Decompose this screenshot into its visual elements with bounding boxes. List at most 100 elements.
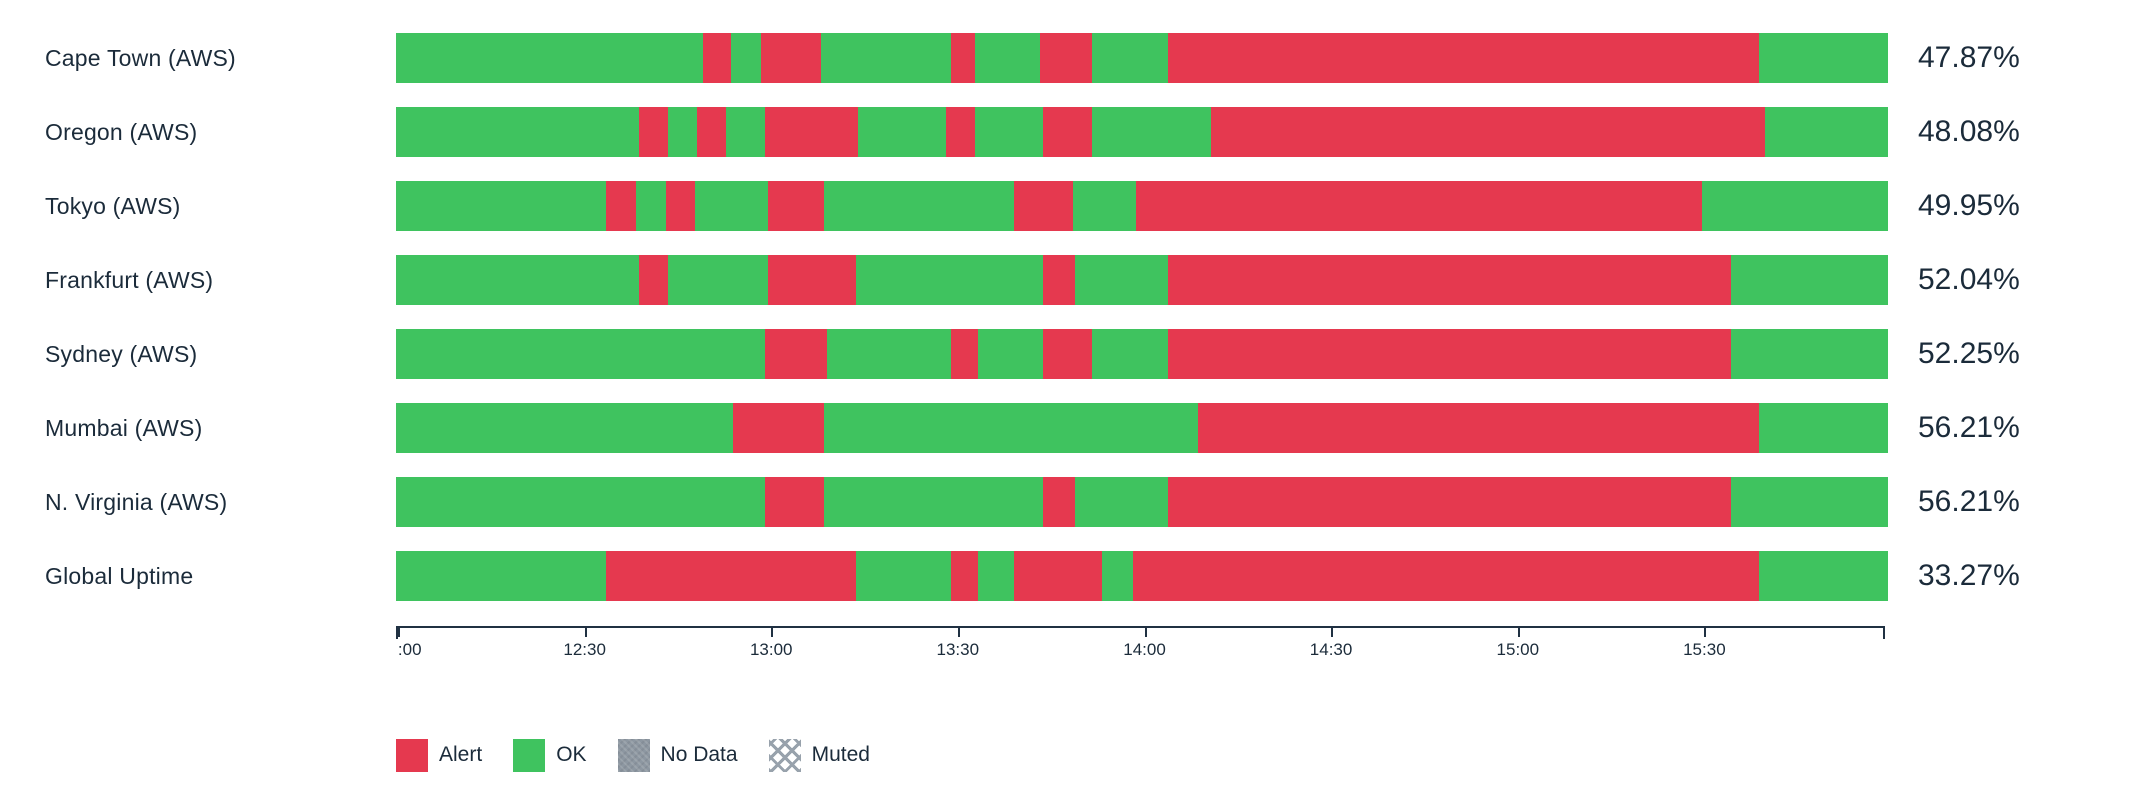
bar-segment-alert[interactable] [639, 107, 669, 157]
status-bar-1 [396, 33, 1888, 83]
bar-segment-ok[interactable] [857, 107, 946, 157]
bar-segment-alert[interactable] [1040, 33, 1093, 83]
bar-segment-alert[interactable] [697, 107, 726, 157]
bar-segment-ok[interactable] [396, 403, 734, 453]
bar-segment-alert[interactable] [1014, 551, 1103, 601]
status-bar-5 [396, 329, 1889, 379]
bar-segment-ok[interactable] [396, 33, 704, 83]
legend-item-ok[interactable]: OK [513, 738, 587, 772]
bar-segment-alert[interactable] [1135, 181, 1702, 231]
bar-segment-alert[interactable] [733, 403, 825, 453]
axis-tick [1144, 626, 1147, 637]
bar-segment-alert[interactable] [1043, 477, 1075, 527]
bar-segment-ok[interactable] [974, 107, 1043, 157]
bar-segment-alert[interactable] [1168, 329, 1732, 379]
bar-segment-alert[interactable] [765, 329, 828, 379]
row-label-2: Oregon (AWS) [45, 118, 198, 145]
bar-segment-ok[interactable] [1731, 255, 1888, 305]
row-label-1: Cape Town (AWS) [45, 44, 236, 71]
bar-segment-ok[interactable] [978, 551, 1015, 601]
bar-segment-ok[interactable] [396, 551, 607, 601]
bar-segment-alert[interactable] [639, 255, 669, 305]
bar-segment-ok[interactable] [978, 329, 1044, 379]
bar-segment-ok[interactable] [1758, 33, 1888, 83]
bar-segment-ok[interactable] [731, 33, 762, 83]
bar-segment-alert[interactable] [1210, 107, 1766, 157]
bar-segment-alert[interactable] [768, 181, 824, 231]
bar-segment-ok[interactable] [824, 477, 1044, 527]
bar-segment-alert[interactable] [951, 551, 979, 601]
bar-segment-ok[interactable] [1102, 551, 1134, 601]
bar-segment-alert[interactable] [768, 255, 857, 305]
bar-segment-ok[interactable] [396, 477, 766, 527]
status-bar-8 [396, 551, 1889, 601]
bar-segment-alert[interactable] [1198, 403, 1759, 453]
bar-segment-alert[interactable] [951, 329, 979, 379]
legend-item-alert[interactable]: Alert [396, 738, 482, 772]
bar-segment-alert[interactable] [764, 107, 858, 157]
bar-segment-ok[interactable] [668, 107, 697, 157]
bar-segment-alert[interactable] [606, 181, 637, 231]
bar-segment-alert[interactable] [1167, 477, 1732, 527]
bar-segment-ok[interactable] [396, 107, 640, 157]
bar-segment-ok[interactable] [827, 329, 952, 379]
row-label-3: Tokyo (AWS) [45, 192, 181, 219]
row-value-8: 33.27% [1918, 559, 2020, 592]
bar-segment-alert[interactable] [606, 551, 857, 601]
bar-segment-ok[interactable] [1731, 329, 1889, 379]
legend-label: OK [556, 743, 587, 766]
bar-segment-alert[interactable] [1168, 33, 1759, 83]
axis-tick [1331, 626, 1334, 637]
bar-segment-ok[interactable] [668, 255, 769, 305]
bar-segment-alert[interactable] [1013, 181, 1073, 231]
bar-segment-ok[interactable] [1075, 477, 1168, 527]
bar-segment-ok[interactable] [396, 329, 766, 379]
bar-segment-ok[interactable] [823, 181, 1014, 231]
bar-segment-alert[interactable] [950, 33, 975, 83]
bar-segment-alert[interactable] [761, 33, 822, 83]
bar-segment-alert[interactable] [945, 107, 975, 157]
bar-segment-ok[interactable] [636, 181, 667, 231]
bar-segment-ok[interactable] [695, 181, 769, 231]
bar-segment-ok[interactable] [725, 107, 765, 157]
bar-segment-ok[interactable] [1092, 329, 1169, 379]
row-label-6: Mumbai (AWS) [45, 414, 203, 441]
bar-segment-ok[interactable] [1075, 255, 1168, 305]
bar-segment-ok[interactable] [396, 181, 607, 231]
bar-segment-ok[interactable] [821, 33, 951, 83]
bar-segment-ok[interactable] [1701, 181, 1889, 231]
bar-segment-alert[interactable] [1133, 551, 1759, 601]
status-bar-3 [396, 181, 1889, 231]
bar-segment-alert[interactable] [765, 477, 824, 527]
row-label-7: N. Virginia (AWS) [45, 488, 228, 515]
bar-segment-ok[interactable] [1091, 107, 1211, 157]
bar-segment-ok[interactable] [1758, 551, 1889, 601]
row-value-2: 48.08% [1918, 115, 2020, 148]
bar-segment-alert[interactable] [1167, 255, 1732, 305]
bar-segment-alert[interactable] [703, 33, 732, 83]
bar-segment-ok[interactable] [856, 551, 952, 601]
bar-segment-ok[interactable] [824, 403, 1199, 453]
bar-segment-ok[interactable] [1758, 403, 1888, 453]
legend-item-no_data[interactable]: No Data [617, 738, 738, 772]
bar-segment-ok[interactable] [1731, 477, 1888, 527]
legend-swatch-no_data [617, 738, 650, 772]
bar-segment-alert[interactable] [1042, 107, 1092, 157]
bar-segment-alert[interactable] [666, 181, 696, 231]
bar-segment-ok[interactable] [1092, 33, 1169, 83]
axis-tick [957, 626, 960, 637]
row-label-5: Sydney (AWS) [45, 340, 198, 367]
row-value-7: 56.21% [1918, 485, 2020, 518]
legend-swatch-ok [513, 738, 546, 772]
bar-segment-ok[interactable] [1765, 107, 1889, 157]
axis-tick-label: 12:30 [563, 640, 606, 659]
bar-segment-ok[interactable] [974, 33, 1041, 83]
bar-segment-ok[interactable] [396, 255, 640, 305]
axis-tick-label: 14:00 [1123, 640, 1166, 659]
bar-segment-ok[interactable] [1072, 181, 1136, 231]
legend-item-muted[interactable]: Muted [768, 738, 870, 772]
bar-segment-alert[interactable] [1043, 329, 1093, 379]
bar-segment-alert[interactable] [1043, 255, 1075, 305]
bar-segment-ok[interactable] [856, 255, 1044, 305]
